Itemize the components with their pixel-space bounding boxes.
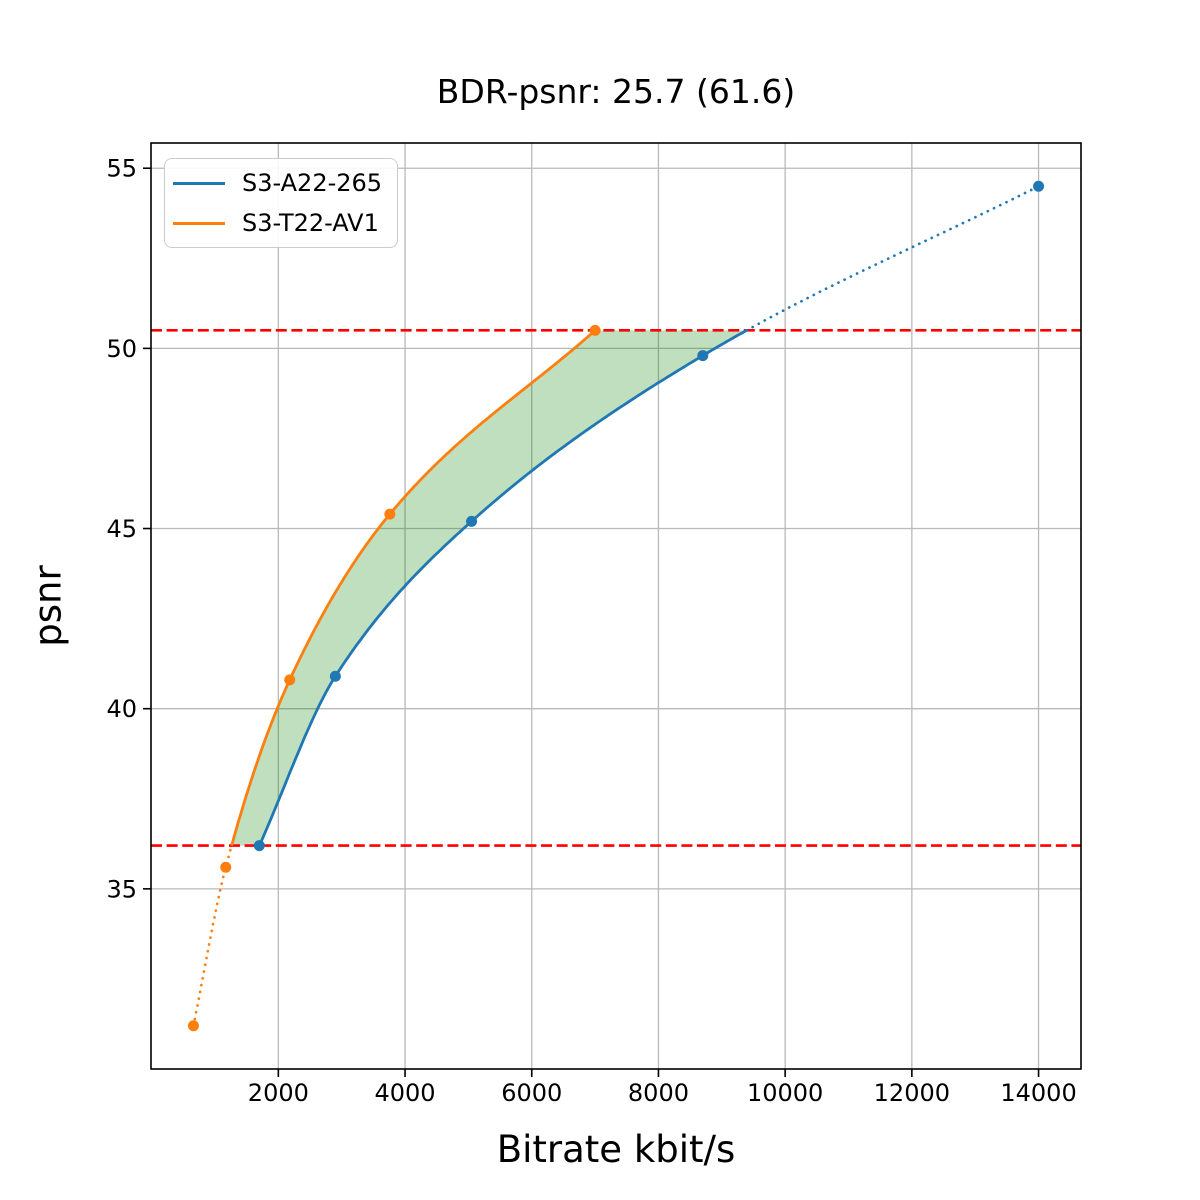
x-tick-label: 8000 — [628, 1079, 689, 1107]
y-tick-label: 55 — [106, 155, 137, 183]
data-point-marker-1 — [384, 508, 396, 520]
x-tick-label: 14000 — [1000, 1079, 1076, 1107]
legend-swatch-0 — [173, 181, 225, 185]
y-tick-label: 35 — [106, 875, 137, 903]
data-point-marker-0 — [253, 840, 265, 852]
x-tick-label: 12000 — [874, 1079, 950, 1107]
x-tick-label: 4000 — [375, 1079, 436, 1107]
data-point-marker-0 — [466, 515, 478, 527]
y-tick-label: 50 — [106, 335, 137, 363]
plot-border — [150, 142, 1082, 1070]
legend-entry-1: S3-T22-AV1 — [173, 209, 383, 237]
x-tick-label: 10000 — [747, 1079, 823, 1107]
legend-entry-0: S3-A22-265 — [173, 169, 383, 197]
series-line-solid-0 — [258, 329, 748, 847]
x-axis-label: Bitrate kbit/s — [496, 1128, 736, 1171]
data-point-marker-1 — [220, 861, 232, 873]
data-point-marker-1 — [589, 324, 601, 336]
x-tick-label: 2000 — [248, 1079, 309, 1107]
legend-label-0: S3-A22-265 — [242, 169, 383, 197]
legend: S3-A22-265 S3-T22-AV1 — [164, 158, 398, 248]
chart-title: BDR-psnr: 25.7 (61.6) — [436, 72, 796, 111]
bd-fill-region — [231, 330, 747, 846]
data-point-marker-0 — [329, 670, 341, 682]
x-tick-label: 6000 — [501, 1079, 562, 1107]
data-point-marker-1 — [284, 674, 296, 686]
series-line-dotted-1 — [192, 844, 233, 1028]
series-line-dotted-0 — [745, 184, 1040, 332]
y-tick-label: 40 — [106, 695, 137, 723]
data-point-marker-0 — [1033, 180, 1045, 192]
data-point-marker-1 — [187, 1020, 199, 1032]
legend-swatch-1 — [173, 221, 225, 225]
legend-label-1: S3-T22-AV1 — [242, 209, 379, 237]
y-tick-label: 45 — [106, 515, 137, 543]
y-axis-label: psnr — [26, 565, 70, 647]
data-point-marker-0 — [697, 350, 709, 362]
